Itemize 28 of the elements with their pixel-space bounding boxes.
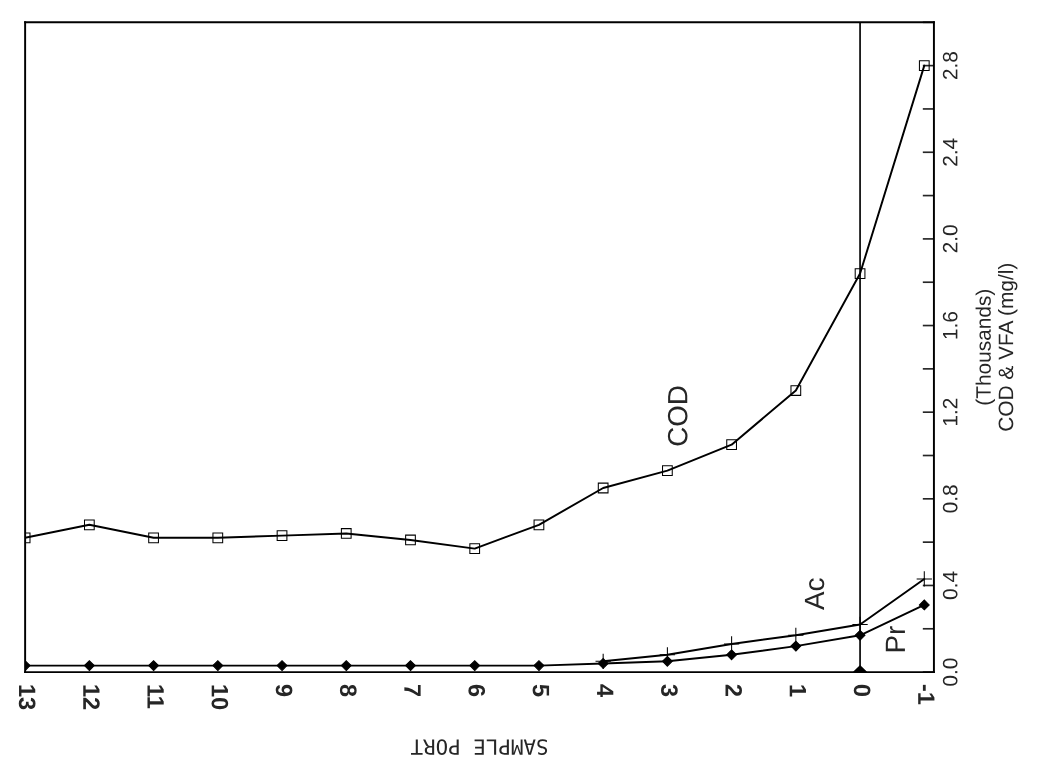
x-tick-label: 9 bbox=[275, 684, 293, 697]
y-tick-label: 0.4 bbox=[942, 571, 958, 600]
y-tick-label: 0.0 bbox=[942, 658, 958, 686]
x-tick-label: 11 bbox=[147, 685, 164, 709]
x-tick-label: 13 bbox=[18, 685, 36, 710]
x-axis-title: SAMPLE PORT bbox=[411, 739, 548, 755]
x-tick-label: 7 bbox=[404, 684, 421, 696]
y-tick-label: 1.6 bbox=[942, 311, 958, 339]
x-tick-label: 4 bbox=[597, 684, 614, 697]
x-tick-label: 8 bbox=[339, 684, 357, 697]
x-tick-label: 2 bbox=[725, 684, 742, 697]
y-tick-label: 2.0 bbox=[942, 225, 958, 253]
x-tick-label: 3 bbox=[661, 684, 678, 697]
x-tick-label: 12 bbox=[83, 685, 100, 710]
y-axis-title: (Thousands) COD & VFA (mg/l) bbox=[975, 263, 1018, 431]
text: Pr bbox=[885, 626, 905, 652]
y-tick-label: 0.8 bbox=[942, 485, 958, 513]
x-tick-label: 0 bbox=[853, 684, 871, 697]
y-tick-label: 2.4 bbox=[942, 138, 958, 166]
y-tick-label: 2.8 bbox=[942, 52, 958, 80]
text: Ac bbox=[804, 578, 825, 610]
x-tick-label: 10 bbox=[211, 685, 229, 710]
y-tick-label: 1.2 bbox=[942, 398, 958, 426]
x-tick-label: -1 bbox=[918, 684, 935, 705]
x-tick-label: 1 bbox=[789, 685, 806, 697]
x-tick-label: 5 bbox=[532, 684, 550, 697]
x-tick-label: 6 bbox=[468, 684, 486, 697]
text: COD bbox=[667, 386, 688, 446]
